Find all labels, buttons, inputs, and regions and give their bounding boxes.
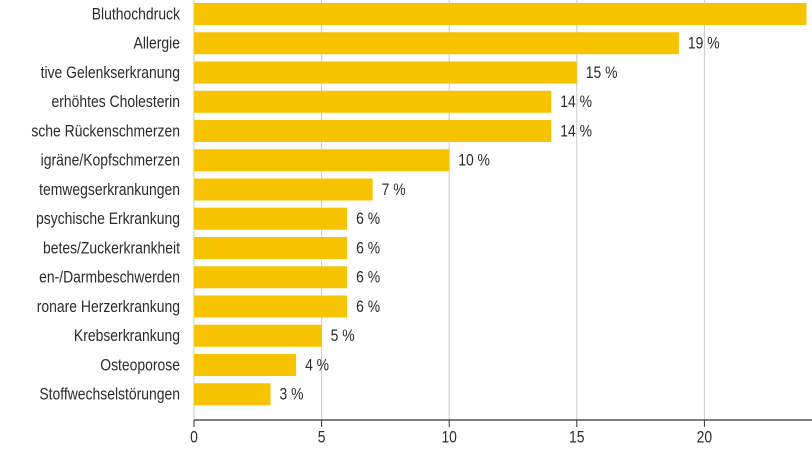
category-label: Krebserkrankung xyxy=(74,327,180,346)
value-label: 5 % xyxy=(331,327,355,346)
bar xyxy=(194,324,322,347)
bar xyxy=(194,61,577,84)
x-tick-label: 0 xyxy=(190,428,198,447)
bar xyxy=(194,120,552,142)
category-label: sche Rückenschmerzen xyxy=(31,122,180,141)
value-label: 6 % xyxy=(356,239,380,258)
category-label: psychische Erkrankung xyxy=(36,210,180,229)
bar xyxy=(194,295,348,318)
category-label: temwegserkrankungen xyxy=(39,181,180,200)
value-label: 14 % xyxy=(560,93,592,112)
category-label: en-/Darmbeschwerden xyxy=(39,269,180,288)
category-label: tive Gelenkserkranung xyxy=(41,64,180,83)
value-label: 14 % xyxy=(560,122,592,141)
category-label: Osteoporose xyxy=(100,356,180,375)
value-label: 4 % xyxy=(305,356,329,375)
value-label: 10 % xyxy=(458,152,490,171)
category-label: Bluthochdruck xyxy=(92,5,180,24)
category-label: Allergie xyxy=(134,35,180,54)
value-label: 6 % xyxy=(356,298,380,317)
value-label: 15 % xyxy=(586,64,618,83)
bar xyxy=(194,149,450,172)
value-label: 3 % xyxy=(280,386,304,405)
bar xyxy=(194,237,348,259)
category-label: erhöhtes Cholesterin xyxy=(51,93,180,112)
bar xyxy=(194,178,373,201)
x-tick-label: 20 xyxy=(697,428,713,447)
value-label: 6 % xyxy=(356,210,380,229)
bar xyxy=(194,266,348,289)
x-tick-label: 10 xyxy=(441,428,457,447)
category-label: Stoffwechselstörungen xyxy=(39,386,180,405)
bar xyxy=(194,90,552,113)
category-label: igräne/Kopfschmerzen xyxy=(41,152,180,171)
category-label: ronare Herzerkrankung xyxy=(37,298,180,317)
bar xyxy=(194,32,679,55)
bar xyxy=(194,354,297,376)
value-label: 7 % xyxy=(382,181,406,200)
bar xyxy=(194,3,807,25)
category-label: betes/Zuckerkrankheit xyxy=(43,239,181,258)
x-tick-label: 15 xyxy=(569,428,584,447)
bar xyxy=(194,383,271,406)
value-label: 19 % xyxy=(688,35,720,54)
bar xyxy=(194,207,348,230)
x-tick-label: 5 xyxy=(318,428,326,447)
value-label: 6 % xyxy=(356,269,380,288)
